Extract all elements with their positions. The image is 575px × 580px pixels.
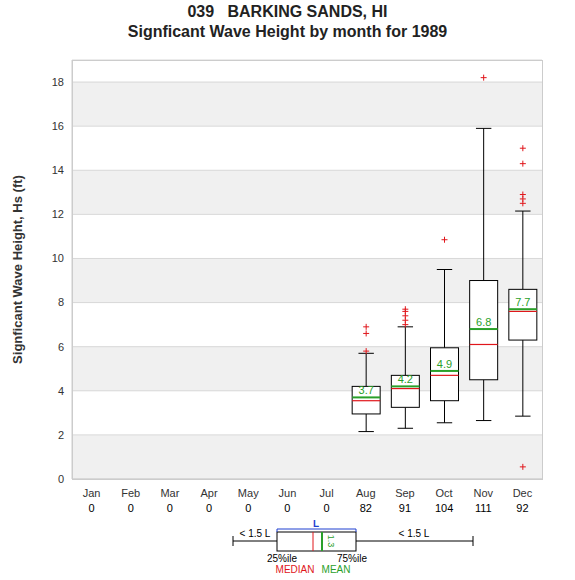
svg-text:Oct: Oct xyxy=(436,487,453,499)
svg-text:12: 12 xyxy=(52,208,64,220)
svg-text:< 1.5 L: < 1.5 L xyxy=(399,528,430,539)
svg-text:82: 82 xyxy=(360,502,372,514)
svg-text:7.7: 7.7 xyxy=(515,296,530,308)
svg-text:75%ile: 75%ile xyxy=(337,553,367,564)
svg-text:0: 0 xyxy=(324,502,330,514)
svg-text:92: 92 xyxy=(516,502,528,514)
svg-text:0: 0 xyxy=(128,502,134,514)
svg-text:0: 0 xyxy=(89,502,95,514)
svg-text:Apr: Apr xyxy=(201,487,218,499)
svg-text:2: 2 xyxy=(58,429,64,441)
svg-text:25%ile: 25%ile xyxy=(267,553,297,564)
svg-text:Jul: Jul xyxy=(320,487,334,499)
svg-text:Jan: Jan xyxy=(83,487,101,499)
svg-text:8: 8 xyxy=(58,296,64,308)
svg-text:4.9: 4.9 xyxy=(437,358,452,370)
svg-text:L: L xyxy=(313,520,319,529)
svg-text:0: 0 xyxy=(206,502,212,514)
svg-text:18: 18 xyxy=(52,76,64,88)
svg-text:3.7: 3.7 xyxy=(359,384,374,396)
svg-text:0: 0 xyxy=(167,502,173,514)
svg-text:Aug: Aug xyxy=(356,487,376,499)
svg-text:Jun: Jun xyxy=(279,487,297,499)
svg-text:Signficant Wave Height, Hs (ft: Signficant Wave Height, Hs (ft) xyxy=(10,175,25,364)
svg-text:MEDIAN: MEDIAN xyxy=(276,564,315,575)
svg-text:6.8: 6.8 xyxy=(476,316,491,328)
svg-text:4.2: 4.2 xyxy=(398,373,413,385)
svg-text:May: May xyxy=(238,487,259,499)
svg-text:91: 91 xyxy=(399,502,411,514)
svg-text:Dec: Dec xyxy=(513,487,533,499)
svg-text:6: 6 xyxy=(58,341,64,353)
svg-text:10: 10 xyxy=(52,252,64,264)
svg-text:Nov: Nov xyxy=(473,487,493,499)
svg-text:0: 0 xyxy=(245,502,251,514)
svg-text:0: 0 xyxy=(284,502,290,514)
svg-text:MEAN: MEAN xyxy=(322,564,351,575)
svg-text:4: 4 xyxy=(58,385,64,397)
svg-text:104: 104 xyxy=(435,502,453,514)
svg-text:Sep: Sep xyxy=(395,487,415,499)
html-text:039 BARKING SANDS, HI: 039 BARKING SANDS, HI xyxy=(187,3,388,20)
svg-text:Mar: Mar xyxy=(160,487,179,499)
html-text:Signficant Wave Height by mont: Signficant Wave Height by month for 1989 xyxy=(127,23,448,40)
svg-text:Feb: Feb xyxy=(121,487,140,499)
svg-text:16: 16 xyxy=(52,120,64,132)
svg-text:0: 0 xyxy=(58,473,64,485)
svg-text:< 1.5 L: < 1.5 L xyxy=(240,528,271,539)
svg-text:111: 111 xyxy=(475,502,492,514)
svg-text:1.3: 1.3 xyxy=(326,535,336,548)
svg-text:14: 14 xyxy=(52,164,64,176)
